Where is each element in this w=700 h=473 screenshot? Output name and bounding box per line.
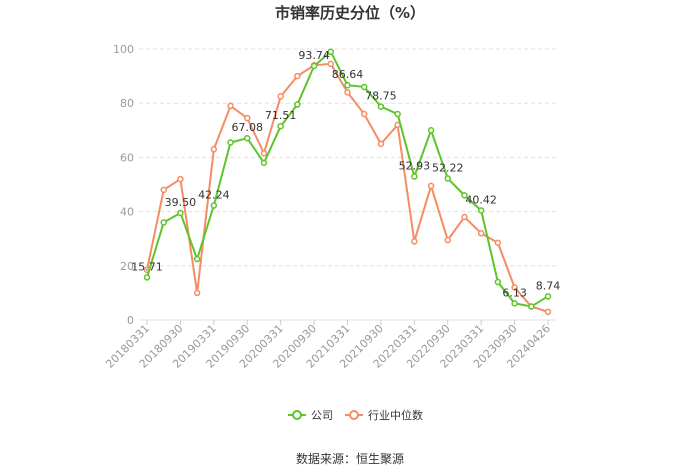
data-point <box>294 101 301 108</box>
data-label: 52.93 <box>399 160 431 173</box>
data-point <box>394 110 401 118</box>
data-source: 数据来源：恒生聚源 <box>296 451 404 466</box>
series-0 <box>143 48 552 310</box>
data-point <box>310 62 318 70</box>
data-point <box>411 173 418 180</box>
data-point <box>377 103 385 110</box>
data-label: 8.74 <box>536 279 561 292</box>
data-point <box>544 308 552 316</box>
data-label: 6.13 <box>502 286 527 299</box>
data-point <box>477 230 485 237</box>
data-point <box>210 202 218 209</box>
data-point <box>227 139 234 146</box>
data-point <box>327 60 335 68</box>
data-point <box>327 48 335 55</box>
data-point <box>360 110 368 118</box>
data-point <box>344 89 351 96</box>
legend-label: 公司 <box>311 409 333 422</box>
data-point <box>294 72 301 80</box>
data-point <box>227 102 234 110</box>
data-label: 71.51 <box>265 109 297 122</box>
data-point <box>177 209 184 217</box>
data-point <box>511 300 518 307</box>
data-point <box>377 140 385 148</box>
y-tick-label: 20 <box>120 260 134 273</box>
data-point <box>193 289 201 297</box>
data-point <box>277 93 284 100</box>
data-point <box>511 284 518 291</box>
data-point <box>427 127 435 134</box>
data-point <box>143 274 151 281</box>
data-label: 39.50 <box>165 196 197 209</box>
data-point <box>210 146 218 153</box>
data-point <box>244 134 251 142</box>
data-point <box>427 182 435 190</box>
data-point <box>344 81 351 89</box>
data-point <box>411 238 418 245</box>
data-point <box>193 255 201 263</box>
data-point <box>494 239 502 247</box>
data-point <box>444 236 451 244</box>
data-point <box>544 293 552 300</box>
data-point <box>160 186 167 194</box>
data-point <box>244 114 251 122</box>
legend-marker <box>292 410 302 420</box>
data-label: 93.74 <box>298 49 330 62</box>
data-label: 78.75 <box>365 90 397 103</box>
y-tick-label: 60 <box>120 151 134 164</box>
data-point <box>461 213 468 221</box>
data-point <box>444 175 451 182</box>
data-point <box>528 303 535 310</box>
data-point <box>260 150 268 157</box>
data-point <box>360 83 368 91</box>
data-label: 42.24 <box>198 189 230 202</box>
data-label: 86.64 <box>332 68 364 81</box>
chart-title: 市销率历史分位（%） <box>275 4 425 22</box>
series-1 <box>143 60 552 316</box>
y-tick-label: 40 <box>120 206 134 219</box>
y-tick-label: 80 <box>120 97 134 110</box>
y-axis: 0 20 40 60 80 100 <box>113 43 134 327</box>
legend-marker <box>349 410 359 420</box>
data-label: 15.71 <box>131 260 163 273</box>
data-point <box>160 219 167 226</box>
series-lines <box>143 48 552 316</box>
data-point <box>177 175 184 183</box>
data-label: 67.08 <box>232 121 264 134</box>
data-point <box>461 192 468 199</box>
legend: 公司 行业中位数 <box>288 408 423 422</box>
data-point <box>277 122 284 130</box>
y-tick-label: 0 <box>127 314 134 327</box>
data-point <box>494 278 502 286</box>
data-label: 40.42 <box>465 193 497 206</box>
data-label: 52.22 <box>432 161 464 174</box>
x-axis: 2018033120180930201903312019093020200331… <box>103 320 553 371</box>
y-tick-label: 100 <box>113 43 134 56</box>
data-point <box>477 207 485 214</box>
data-point <box>260 159 268 167</box>
legend-label: 行业中位数 <box>368 408 423 422</box>
